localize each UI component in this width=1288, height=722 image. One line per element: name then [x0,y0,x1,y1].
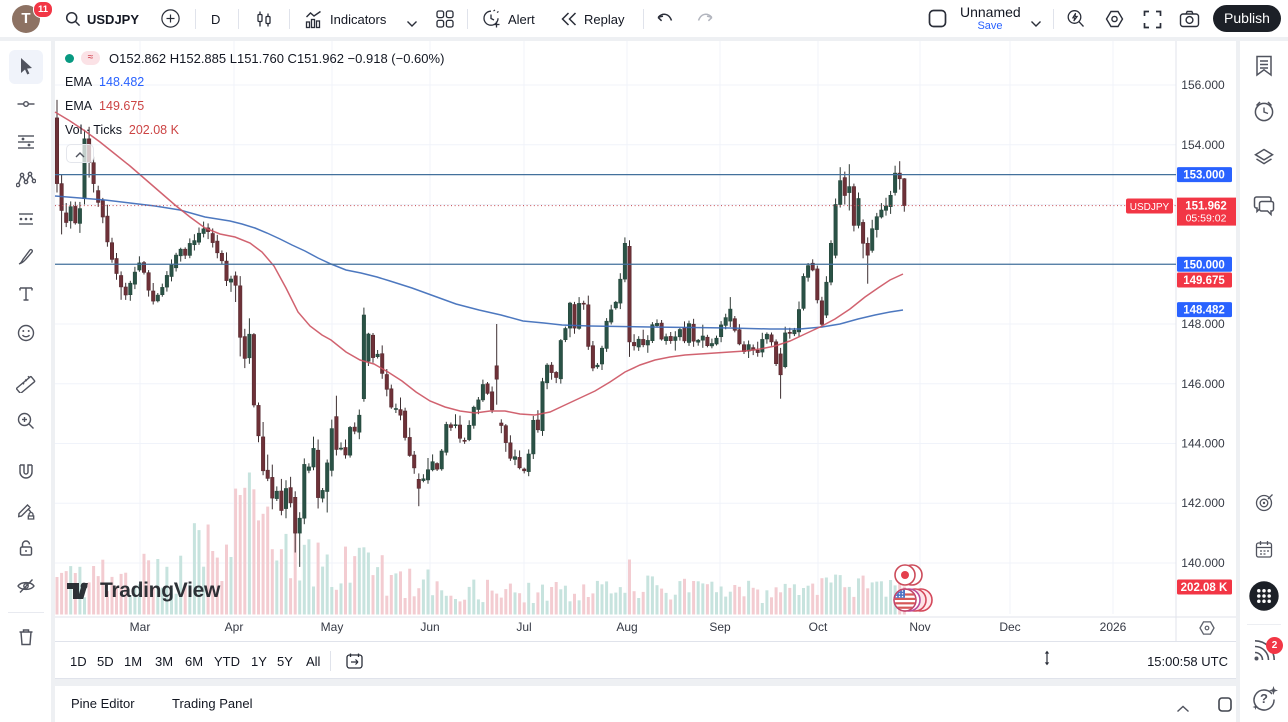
svg-text:Apr: Apr [225,620,244,634]
svg-text:?: ? [1260,691,1268,706]
svg-text:146.000: 146.000 [1181,377,1225,391]
svg-text:142.000: 142.000 [1181,496,1225,510]
svg-text:154.000: 154.000 [1181,138,1225,152]
svg-text:May: May [321,620,344,634]
svg-text:144.000: 144.000 [1181,437,1225,451]
svg-text:2026: 2026 [1100,620,1127,634]
svg-text:Sep: Sep [709,620,731,634]
svg-text:Oct: Oct [809,620,828,634]
svg-text:Jun: Jun [420,620,439,634]
svg-text:Nov: Nov [909,620,930,634]
svg-text:149.675: 149.675 [1183,275,1225,287]
svg-text:202.08 K: 202.08 K [1181,582,1228,594]
svg-text:Mar: Mar [130,620,151,634]
svg-text:05:59:02: 05:59:02 [1186,213,1227,225]
svg-text:Jul: Jul [516,620,531,634]
svg-text:Aug: Aug [616,620,637,634]
svg-text:148.000: 148.000 [1181,317,1225,331]
svg-text:151.962: 151.962 [1185,201,1227,213]
svg-text:153.000: 153.000 [1183,170,1225,182]
svg-text:148.482: 148.482 [1183,305,1225,317]
svg-text:Dec: Dec [999,620,1020,634]
svg-text:USDJPY: USDJPY [1130,202,1170,213]
svg-text:140.000: 140.000 [1181,556,1225,570]
svg-text:156.000: 156.000 [1181,78,1225,92]
svg-text:150.000: 150.000 [1183,259,1225,271]
